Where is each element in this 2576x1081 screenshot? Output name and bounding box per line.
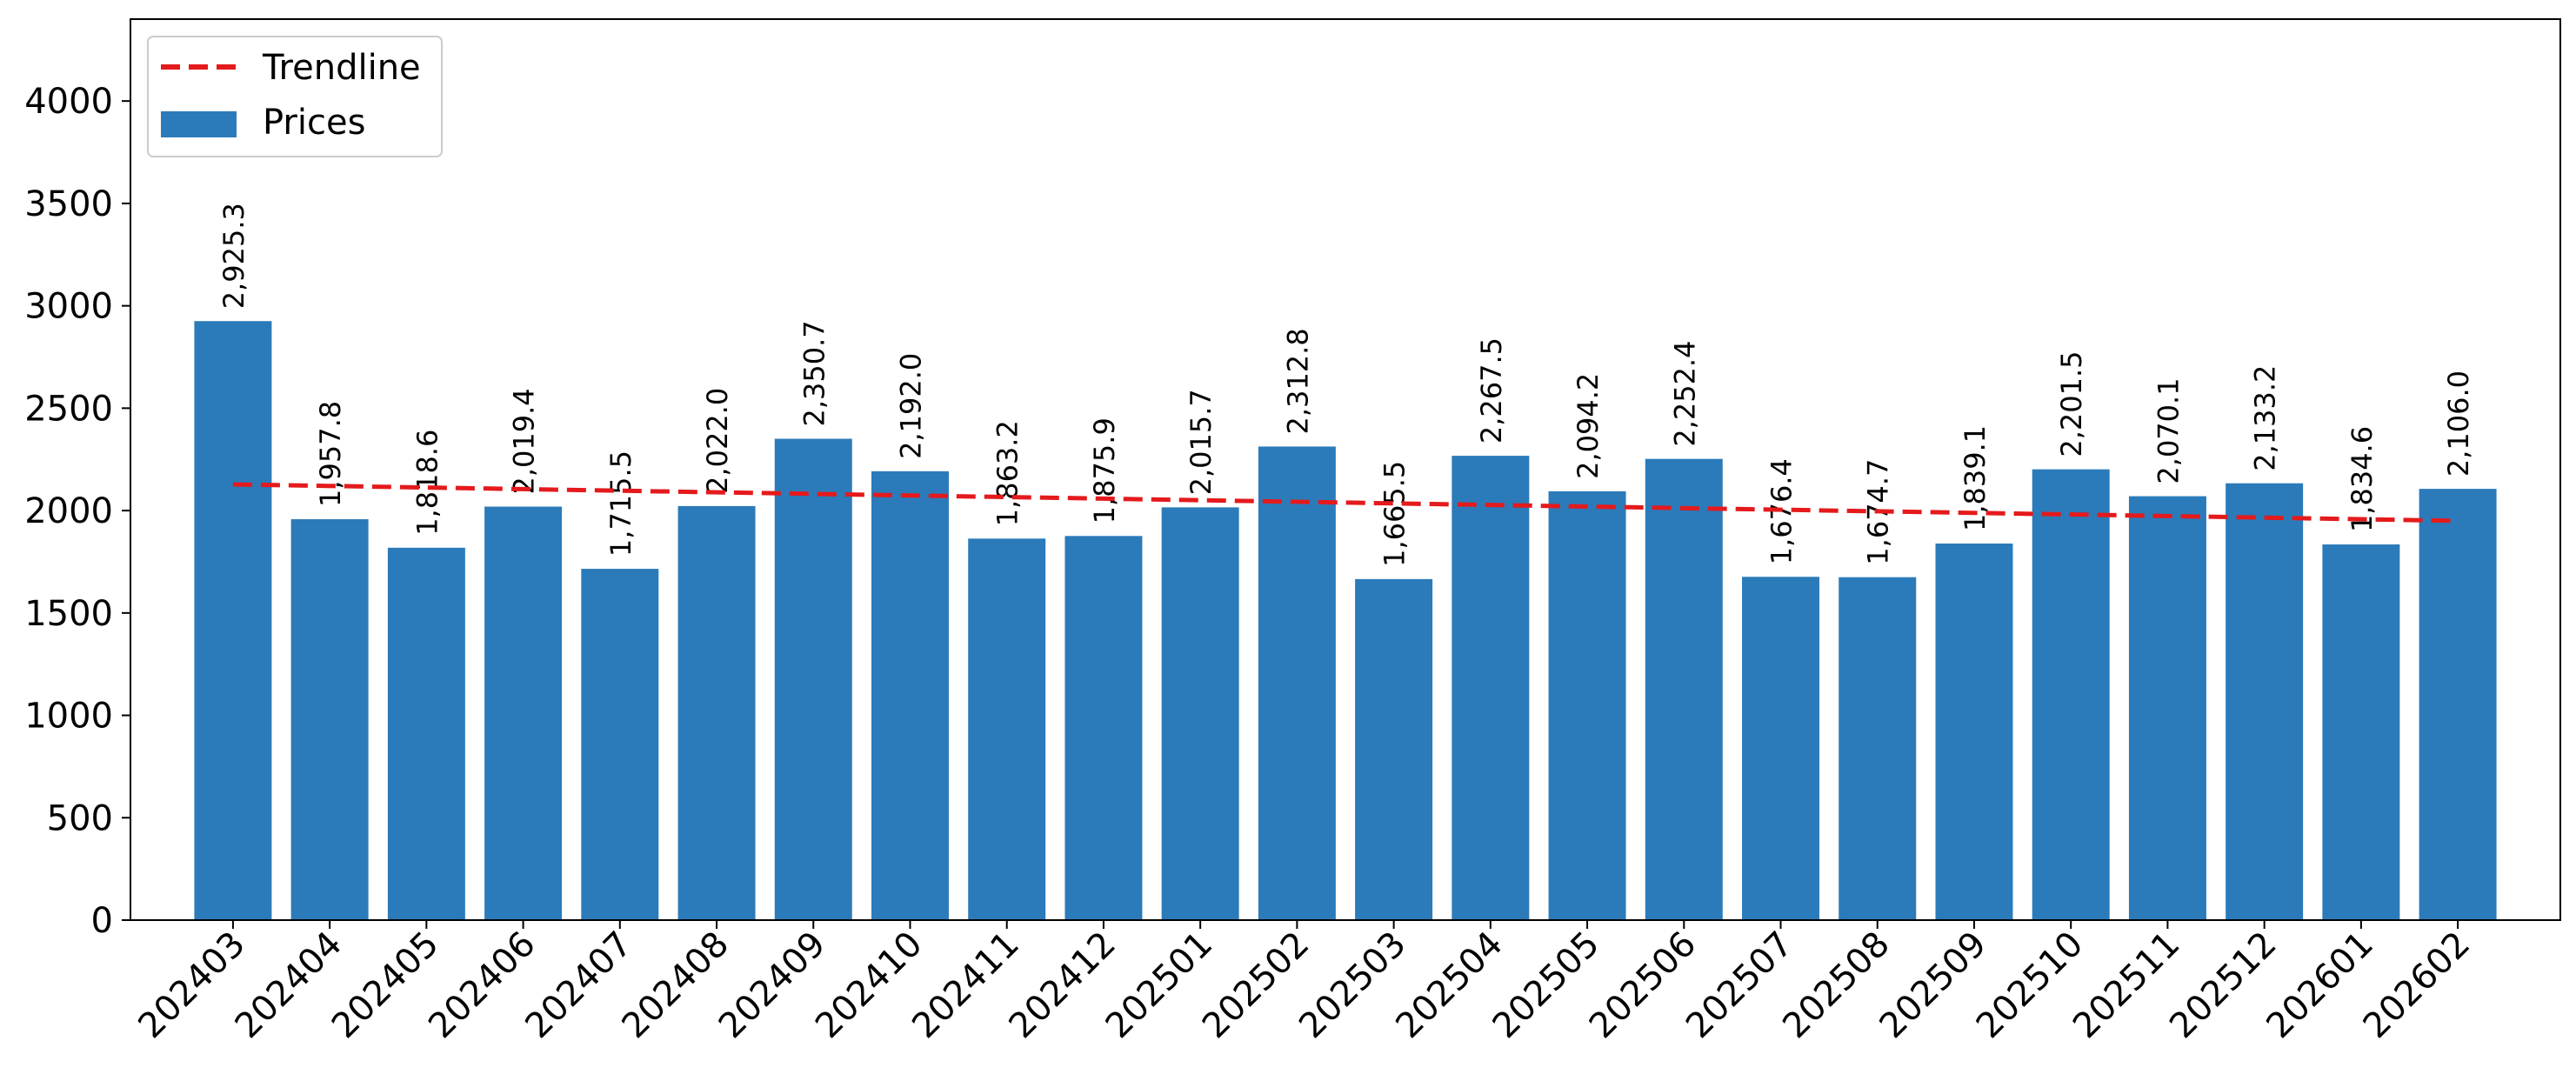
y-tick-label-0: 0 [91, 901, 113, 941]
bar-value-labels: 2,925.3 1,957.8 1,818.6 2,019.4 1,715.5 2,022… [217, 203, 2475, 567]
bar-202405 [387, 547, 465, 920]
bar-value-label-202408: 2,022.0 [701, 388, 734, 494]
bar-value-label-202510: 2,201.5 [2055, 351, 2088, 457]
y-tick-label-1000: 1000 [24, 697, 113, 737]
x-tick-label-202407: 202407 [517, 924, 640, 1047]
bar-value-label-202503: 1,665.5 [1378, 461, 1411, 567]
y-tick-label-1500: 1500 [24, 594, 113, 634]
x-tick-label-202502: 202502 [1195, 924, 1318, 1047]
x-tick-label-202510: 202510 [1969, 924, 2092, 1047]
bar-202507 [1742, 577, 1820, 920]
plot-frame [130, 18, 2561, 921]
bar-202410 [871, 470, 949, 920]
bars-group [194, 321, 2497, 921]
legend-prices-swatch [161, 111, 237, 137]
x-tick-label-202511: 202511 [2065, 924, 2188, 1047]
bar-202512 [2226, 483, 2304, 920]
bar-value-label-202411: 1,863.2 [991, 420, 1024, 526]
x-tick-label-202501: 202501 [1098, 924, 1221, 1047]
bar-202508 [1839, 577, 1917, 920]
bar-202506 [1645, 458, 1723, 920]
x-tick-label-202405: 202405 [324, 924, 447, 1047]
x-tick-label-202408: 202408 [615, 924, 737, 1047]
bar-202407 [581, 569, 659, 920]
y-tick-label-2000: 2000 [24, 491, 113, 531]
x-tick-label-202602: 202602 [2356, 924, 2479, 1047]
legend: Trendline Prices [147, 36, 443, 157]
bar-202511 [2128, 496, 2206, 920]
x-tick-label-202504: 202504 [1388, 924, 1511, 1047]
bar-value-label-202506: 2,252.4 [1668, 341, 1701, 447]
x-tick-label-202404: 202404 [228, 924, 350, 1047]
bar-value-label-202404: 1,957.8 [314, 401, 347, 507]
bar-202602 [2419, 489, 2497, 920]
bar-value-label-202505: 2,094.2 [1572, 373, 1605, 479]
bar-202411 [968, 538, 1046, 920]
x-tick-label-202505: 202505 [1485, 924, 1608, 1047]
bar-value-label-202410: 2,192.0 [894, 353, 927, 459]
legend-trendline-label: Trendline [262, 48, 421, 88]
bar-202408 [677, 505, 756, 920]
bar-202409 [774, 438, 852, 921]
x-tick-label-202509: 202509 [1872, 924, 1995, 1047]
bar-value-label-202406: 2,019.4 [508, 388, 541, 494]
legend-prices-label: Prices [263, 103, 365, 143]
x-tick-label-202410: 202410 [808, 924, 931, 1047]
bar-202502 [1258, 446, 1336, 920]
bar-value-label-202409: 2,350.7 [797, 320, 831, 426]
bar-value-label-202602: 2,106.0 [2442, 370, 2475, 477]
y-tick-label-3500: 3500 [24, 184, 113, 224]
x-tick-label-202409: 202409 [711, 924, 834, 1047]
bar-202501 [1161, 507, 1239, 920]
bar-202404 [290, 519, 369, 920]
bar-value-label-202403: 2,925.3 [217, 203, 250, 309]
y-tick-label-2500: 2500 [24, 389, 113, 429]
bar-value-label-202412: 1,875.9 [1088, 417, 1121, 524]
x-tick-label-202411: 202411 [904, 924, 1027, 1047]
bar-202509 [1935, 543, 2013, 920]
bar-value-label-202501: 2,015.7 [1185, 389, 1218, 495]
bar-202504 [1452, 456, 1530, 920]
x-tick-label-202512: 202512 [2162, 924, 2285, 1047]
y-tick-label-3000: 3000 [24, 287, 113, 327]
bar-value-label-202502: 2,312.8 [1281, 328, 1314, 434]
bar-202403 [194, 321, 272, 920]
bar-value-label-202509: 1,839.1 [1959, 425, 1992, 531]
x-tick-label-202403: 202403 [130, 924, 253, 1047]
x-tick-label-202506: 202506 [1582, 924, 1705, 1047]
bar-value-label-202512: 2,133.2 [2249, 365, 2282, 471]
bar-value-label-202405: 1,818.6 [410, 430, 444, 536]
bar-202503 [1355, 578, 1433, 920]
bar-202505 [1548, 490, 1626, 920]
bar-202406 [484, 506, 563, 920]
bar-202601 [2322, 544, 2400, 920]
bar-value-label-202504: 2,267.5 [1475, 337, 1508, 444]
x-tick-label-202508: 202508 [1775, 924, 1898, 1047]
x-tick-label-202412: 202412 [1002, 924, 1124, 1047]
bar-value-label-202601: 1,834.6 [2346, 426, 2379, 532]
bar-value-label-202407: 1,715.5 [604, 450, 637, 557]
x-tick-label-202406: 202406 [421, 924, 544, 1047]
bar-202412 [1064, 536, 1143, 920]
y-tick-label-500: 500 [47, 798, 113, 838]
bar-value-label-202511: 2,070.1 [2152, 377, 2185, 484]
bar-202510 [2032, 469, 2110, 920]
trendline-group [232, 482, 2459, 524]
x-tick-label-202503: 202503 [1291, 924, 1414, 1047]
y-tick-label-4000: 4000 [24, 82, 113, 122]
x-tick-label-202507: 202507 [1678, 924, 1801, 1047]
trendline [232, 482, 2459, 524]
x-tick-label-202601: 202601 [2259, 924, 2381, 1047]
